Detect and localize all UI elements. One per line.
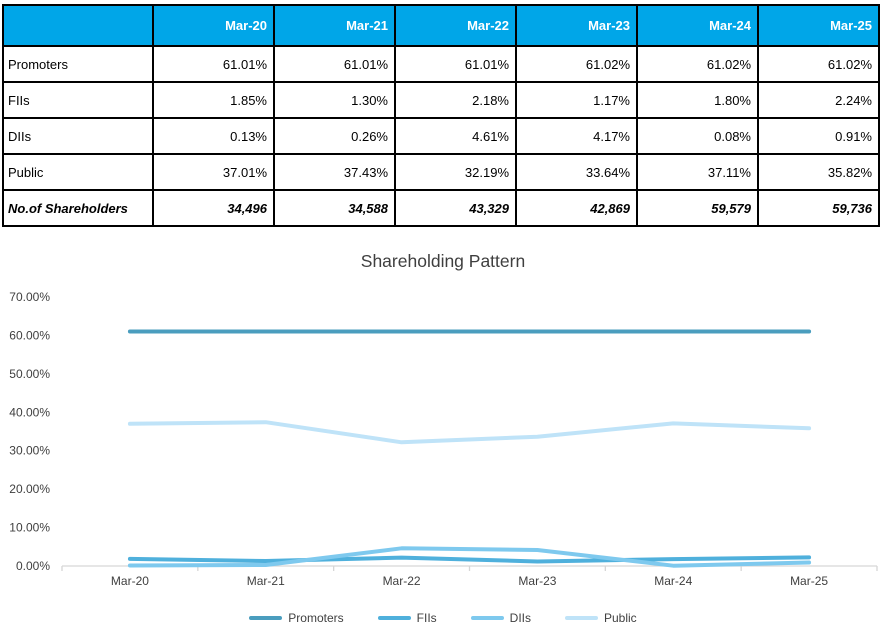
y-axis-label: 50.00% (9, 367, 50, 381)
legend-line-swatch (470, 616, 504, 620)
x-axis-label: Mar-23 (518, 574, 556, 588)
y-axis-label: 20.00% (9, 482, 50, 496)
table-cell: 37.01% (152, 153, 275, 191)
legend-label: FIIs (416, 611, 437, 625)
table-row: DIIs 0.13% 0.26% 4.61% 4.17% 0.08% 0.91% (2, 117, 880, 155)
table-cell: 2.18% (394, 81, 517, 119)
table-cell: 59,736 (757, 189, 880, 227)
chart-title: Shareholding Pattern (360, 251, 526, 271)
table-cell: 61.02% (515, 45, 638, 83)
table-cell: 34,588 (273, 189, 396, 227)
table-cell: 4.61% (394, 117, 517, 155)
table-cell: 1.17% (515, 81, 638, 119)
legend-item-fiis: FIIs (377, 611, 437, 625)
table-cell: 1.30% (273, 81, 396, 119)
y-axis-label: 70.00% (9, 290, 50, 304)
legend-label: DIIs (509, 611, 531, 625)
row-label: No.of Shareholders (2, 189, 154, 227)
x-axis-label: Mar-25 (790, 574, 828, 588)
table-cell: 34,496 (152, 189, 275, 227)
table-cell: 2.24% (757, 81, 880, 119)
x-axis-label: Mar-22 (383, 574, 421, 588)
column-header: Mar-23 (515, 4, 638, 47)
row-label: FIIs (2, 81, 154, 119)
legend-line-swatch (377, 616, 411, 620)
table-cell: 37.43% (273, 153, 396, 191)
corner-header-cell (2, 4, 154, 47)
y-axis-label: 60.00% (9, 328, 50, 342)
table-cell: 61.02% (636, 45, 759, 83)
table-row: Promoters 61.01% 61.01% 61.01% 61.02% 61.02% 6… (2, 45, 880, 83)
y-axis-label: 40.00% (9, 405, 50, 419)
table-cell: 1.80% (636, 81, 759, 119)
y-axis-label: 0.00% (16, 559, 50, 573)
column-header: Mar-20 (152, 4, 275, 47)
legend-item-promoters: Promoters (249, 611, 344, 625)
table-cell: 61.01% (394, 45, 517, 83)
table-cell: 35.82% (757, 153, 880, 191)
legend-label: Public (604, 611, 637, 625)
table-cell: 32.19% (394, 153, 517, 191)
legend-item-public: Public (565, 611, 637, 625)
legend-line-swatch (249, 616, 283, 620)
legend-item-diis: DIIs (470, 611, 531, 625)
y-axis-label: 30.00% (9, 444, 50, 458)
column-header: Mar-22 (394, 4, 517, 47)
row-label: DIIs (2, 117, 154, 155)
x-axis-label: Mar-21 (247, 574, 285, 588)
table-cell: 61.01% (273, 45, 396, 83)
row-label: Public (2, 153, 154, 191)
table-cell: 37.11% (636, 153, 759, 191)
table-cell: 0.91% (757, 117, 880, 155)
table-row: No.of Shareholders 34,496 34,588 43,329 42,8… (2, 189, 880, 227)
y-axis-label: 10.00% (9, 521, 50, 535)
table-cell: 1.85% (152, 81, 275, 119)
legend-label: Promoters (288, 611, 344, 625)
table-cell: 59,579 (636, 189, 759, 227)
table-header-row: Mar-20 Mar-21 Mar-22 Mar-23 Mar-24 Mar-25 (2, 4, 880, 47)
legend-line-swatch (565, 616, 598, 620)
series-line-fiis (127, 555, 812, 564)
table-cell: 0.26% (273, 117, 396, 155)
column-header: Mar-21 (273, 4, 396, 47)
column-header: Mar-25 (757, 4, 880, 47)
table-cell: 61.01% (152, 45, 275, 83)
table-cell: 0.13% (152, 117, 275, 155)
shareholding-table: Mar-20 Mar-21 Mar-22 Mar-23 Mar-24 Mar-25 Pro… (2, 4, 880, 227)
table-cell: 42,869 (515, 189, 638, 227)
chart-legend: Promoters FIIs DIIs Public (0, 606, 886, 630)
column-header: Mar-24 (636, 4, 759, 47)
x-axis-label: Mar-20 (111, 574, 149, 588)
table-cell: 0.08% (636, 117, 759, 155)
table-cell: 33.64% (515, 153, 638, 191)
table-row: FIIs 1.85% 1.30% 2.18% 1.17% 1.80% 2.24% (2, 81, 880, 119)
row-label: Promoters (2, 45, 154, 83)
table-cell: 4.17% (515, 117, 638, 155)
shareholding-chart: 0.00% 10.00% 20.00% 30.00% 40.00% 50.00% 60.00… (9, 290, 878, 588)
series-line-public (127, 420, 812, 445)
table-cell: 61.02% (757, 45, 880, 83)
x-axis-label: Mar-24 (654, 574, 692, 588)
series-line-diis (127, 546, 812, 568)
table-cell: 43,329 (394, 189, 517, 227)
table-row: Public 37.01% 37.43% 32.19% 33.64% 37.11% 35.8… (2, 153, 880, 191)
